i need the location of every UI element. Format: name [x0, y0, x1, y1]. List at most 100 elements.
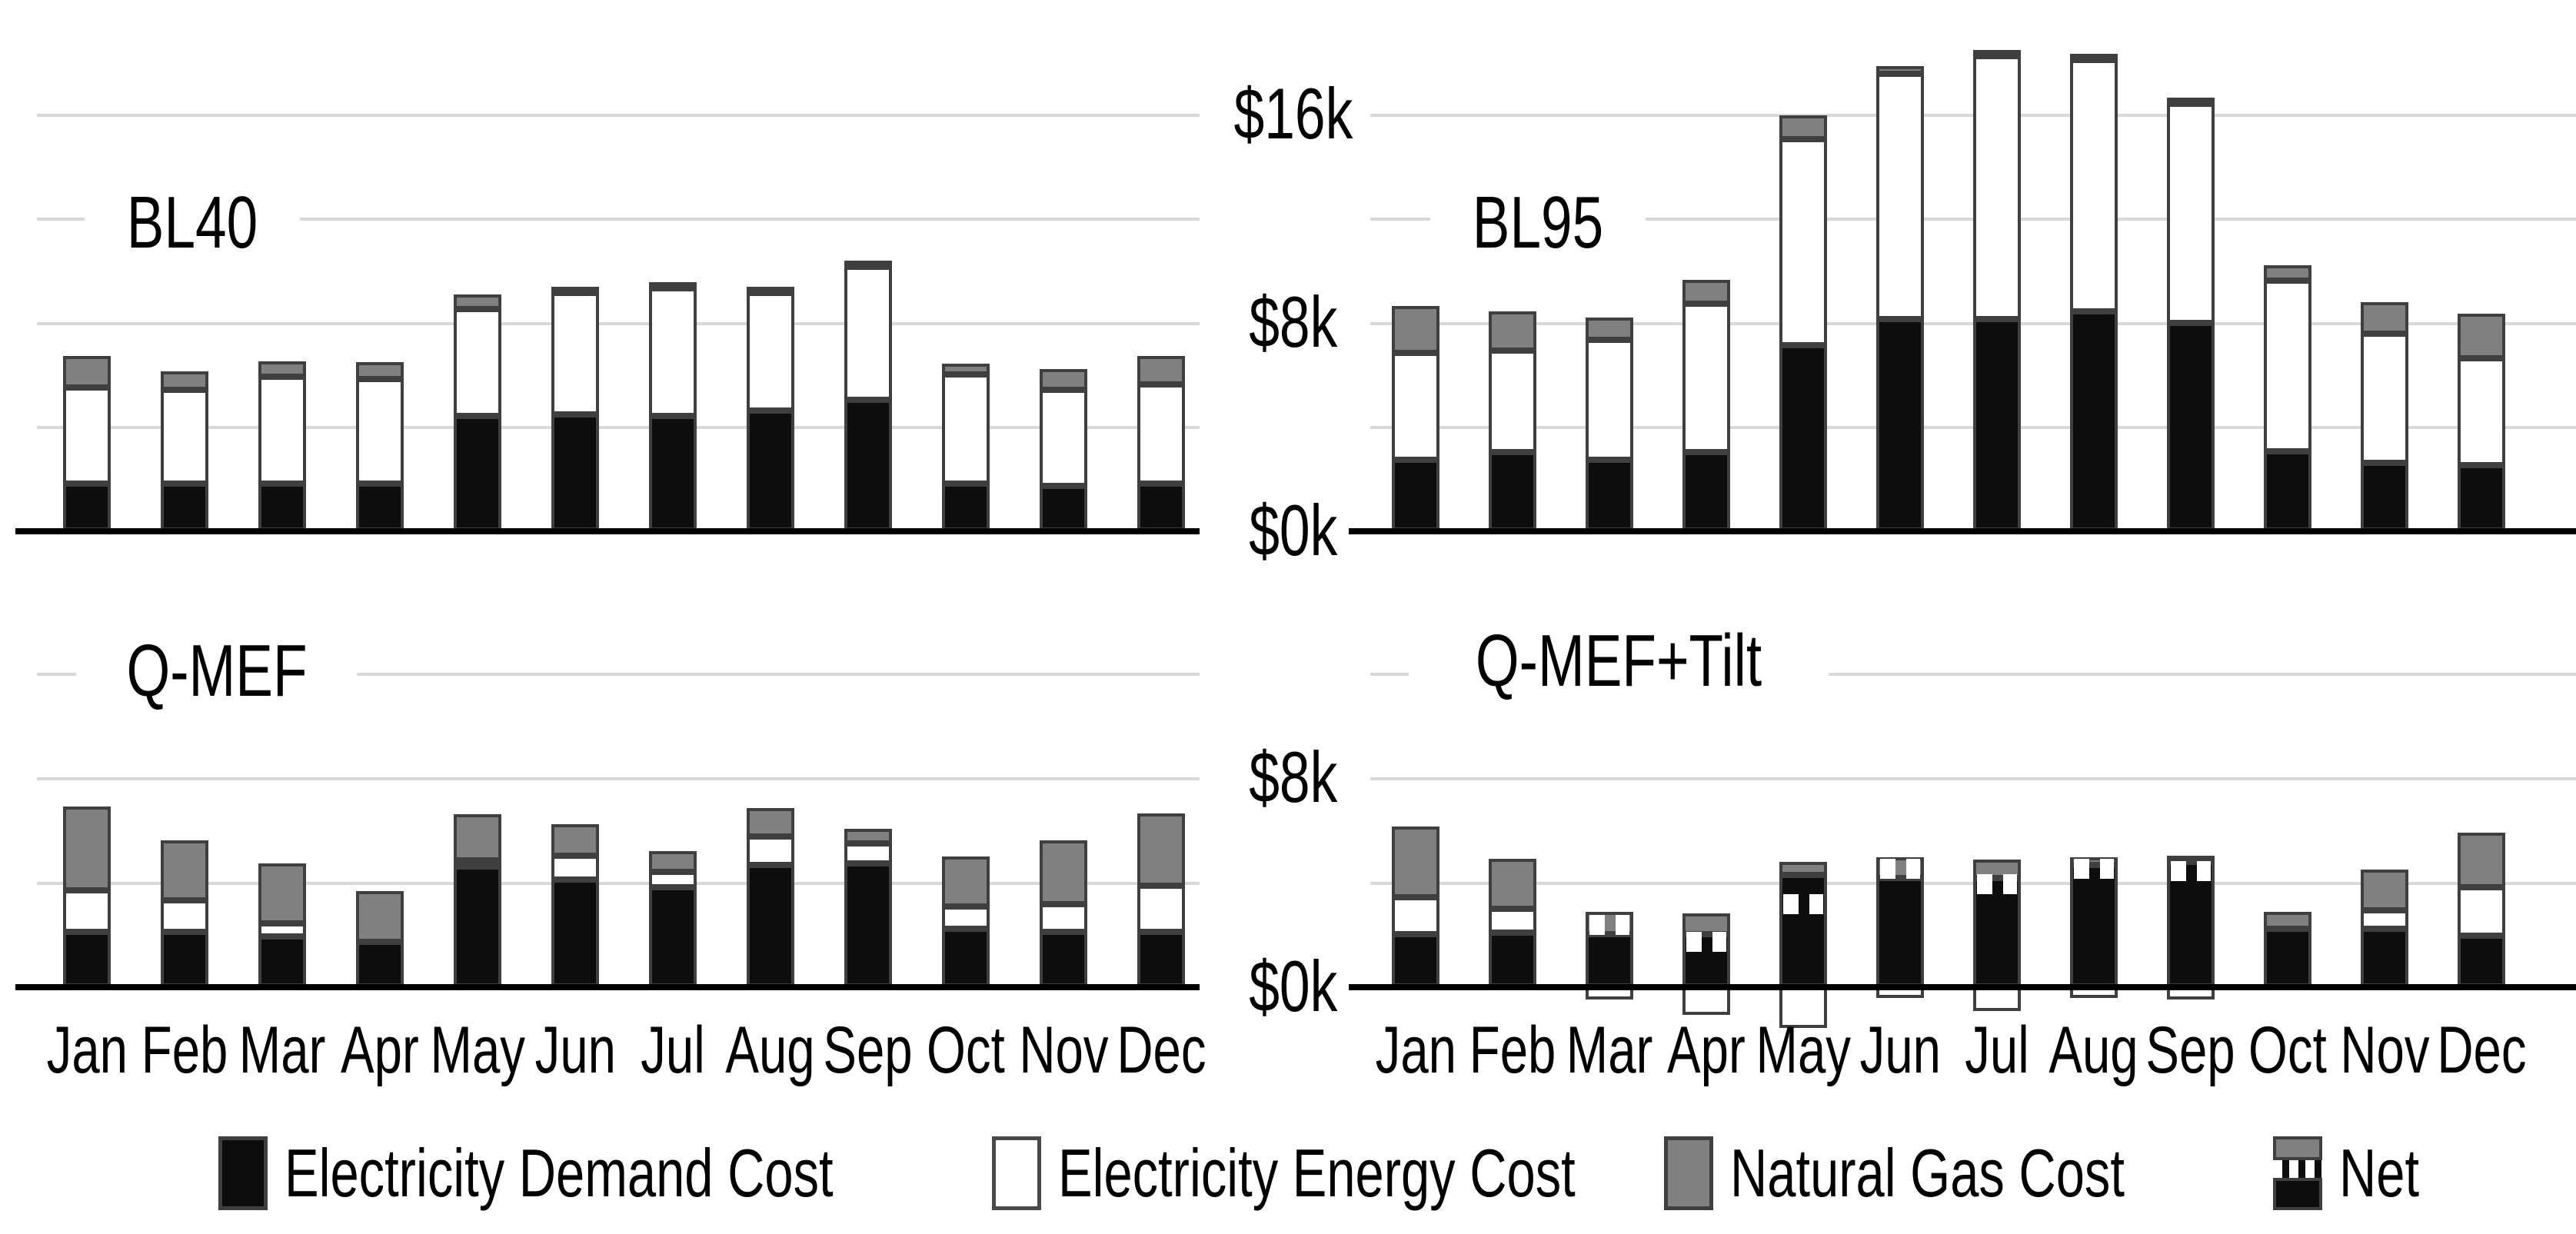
x-axis-tick-label: Jan [1343, 1013, 1489, 1087]
bar-segment-gas [454, 294, 501, 309]
legend-swatch-net-gas-part [2273, 1136, 2322, 1160]
x-axis-tick-label: Feb [111, 1013, 258, 1087]
x-axis-tick-label: Dec [1088, 1013, 1234, 1087]
bar-segment-energy [649, 872, 697, 887]
bar-segment-energy [2458, 358, 2505, 465]
bar-segment-gas [2361, 302, 2408, 334]
bar-segment-demand [1973, 319, 2021, 531]
bar-segment-demand [1137, 932, 1185, 986]
bar-segment-energy [1779, 139, 1827, 345]
bar-segment-energy [1040, 390, 1087, 486]
bar-segment-demand [1779, 345, 1827, 531]
x-axis-tick-label-text: May [430, 1013, 525, 1087]
bar-segment-gas [1876, 66, 1924, 74]
legend-label: Electricity Energy Cost [1058, 1136, 1739, 1210]
x-axis-tick-label: Apr [307, 1013, 453, 1087]
bar-segment-gas [1137, 813, 1185, 886]
legend-swatch-demand [218, 1136, 268, 1210]
y-axis-tick-label: $0k [1163, 948, 1424, 1025]
bar-segment-energy [2167, 104, 2215, 323]
bar-segment-gas [356, 891, 404, 942]
y-axis-tick-label: $0k [1163, 492, 1424, 569]
x-axis-tick-label: Jul [1924, 1013, 2070, 1087]
legend-swatch-gas [1664, 1136, 1713, 1210]
bar-segment-gas [551, 824, 599, 856]
bar-segment-gas [1392, 306, 1439, 353]
bar-segment-demand [258, 484, 306, 531]
bar-segment-demand [942, 484, 990, 531]
x-axis-tick-label: Nov [990, 1013, 1137, 1087]
x-axis-tick-label: Jan [14, 1013, 160, 1087]
x-axis-tick-label: Aug [697, 1013, 844, 1087]
bar-segment-demand [942, 929, 990, 986]
x-axis-tick-label-text: Dec [1116, 1013, 1206, 1087]
bar-segment-gas [1392, 827, 1439, 897]
net-marker [2171, 861, 2211, 881]
y-axis-tick-label-text: $0k [1249, 490, 1338, 570]
bar-segment-energy [2070, 60, 2118, 311]
bar-segment-demand [1489, 933, 1536, 986]
bar-segment-energy [356, 379, 404, 484]
bar-segment-energy-negative [1682, 986, 1730, 1015]
y-axis-tick-label: $8k [1163, 739, 1424, 816]
legend-label-text: Natural Gas Cost [1730, 1135, 2125, 1211]
gridline [1370, 777, 2576, 780]
bar-segment-demand [161, 932, 208, 986]
bar-segment-energy [454, 309, 501, 416]
legend-swatch-net-demand-part [2273, 1177, 2322, 1210]
bar-segment-gas [649, 851, 697, 872]
bar-segment-demand [454, 866, 501, 986]
bar-segment-demand [551, 880, 599, 986]
x-axis-tick-label: Jul [600, 1013, 746, 1087]
legend-label: Natural Gas Cost [1730, 1136, 2249, 1210]
bar-segment-demand [2361, 929, 2408, 986]
bar-segment-gas [2264, 912, 2311, 929]
bar-segment-demand [747, 411, 794, 531]
bar-segment-energy [844, 267, 892, 400]
bar-segment-gas [1682, 280, 1730, 304]
bar-segment-gas [551, 287, 599, 293]
x-axis-tick-label-text: Jun [1859, 1013, 1941, 1087]
x-axis-line [1349, 984, 2576, 990]
bar-segment-gas [356, 362, 404, 379]
bar-segment-demand [649, 887, 697, 986]
bar-segment-gas [1779, 862, 1827, 875]
chart-title-qmef-text: Q-MEF [126, 630, 308, 712]
x-axis-tick-label: Aug [2021, 1013, 2167, 1087]
bar-segment-energy [1137, 384, 1185, 484]
bar-segment-gas [161, 840, 208, 900]
bar-segment-demand [2361, 463, 2408, 531]
gridline [37, 218, 1200, 221]
bar-segment-energy [747, 837, 794, 865]
x-axis-line [15, 984, 1200, 990]
chart-title-bl95: BL95 [1429, 181, 1646, 265]
x-axis-tick-label-text: Feb [1469, 1013, 1556, 1087]
x-axis-tick-label: Sep [2118, 1013, 2264, 1087]
bar-segment-gas [63, 807, 111, 890]
bar-segment-gas [1137, 356, 1185, 384]
bar-segment-gas [258, 361, 306, 377]
y-axis-tick-label-text: $8k [1249, 281, 1338, 362]
x-axis-tick-label-text: Aug [2048, 1013, 2139, 1087]
bar-segment-gas [844, 829, 892, 843]
x-axis-tick-label: Mar [1536, 1013, 1682, 1087]
bar-segment-energy [2361, 334, 2408, 463]
bar-segment-demand [1586, 460, 1633, 531]
gridline [37, 322, 1200, 325]
legend-swatch-net-dash-part [2273, 1159, 2322, 1178]
x-axis-tick-label-text: Mar [238, 1013, 326, 1087]
x-axis-tick-label-text: May [1756, 1013, 1851, 1087]
bar-segment-gas [1489, 311, 1536, 351]
x-axis-tick-label: Nov [2311, 1013, 2458, 1087]
bar-segment-energy [942, 374, 990, 484]
bar-segment-energy [1973, 56, 2021, 319]
bar-segment-demand [747, 865, 794, 986]
bar-segment-demand [1973, 878, 2021, 986]
bar-segment-energy [551, 856, 599, 880]
bar-segment-energy [2264, 281, 2311, 451]
bar-segment-energy [1876, 74, 1924, 319]
x-axis-tick-label-text: Apr [341, 1013, 419, 1087]
bar-segment-demand [1040, 932, 1087, 986]
bar-segment-demand [551, 414, 599, 531]
